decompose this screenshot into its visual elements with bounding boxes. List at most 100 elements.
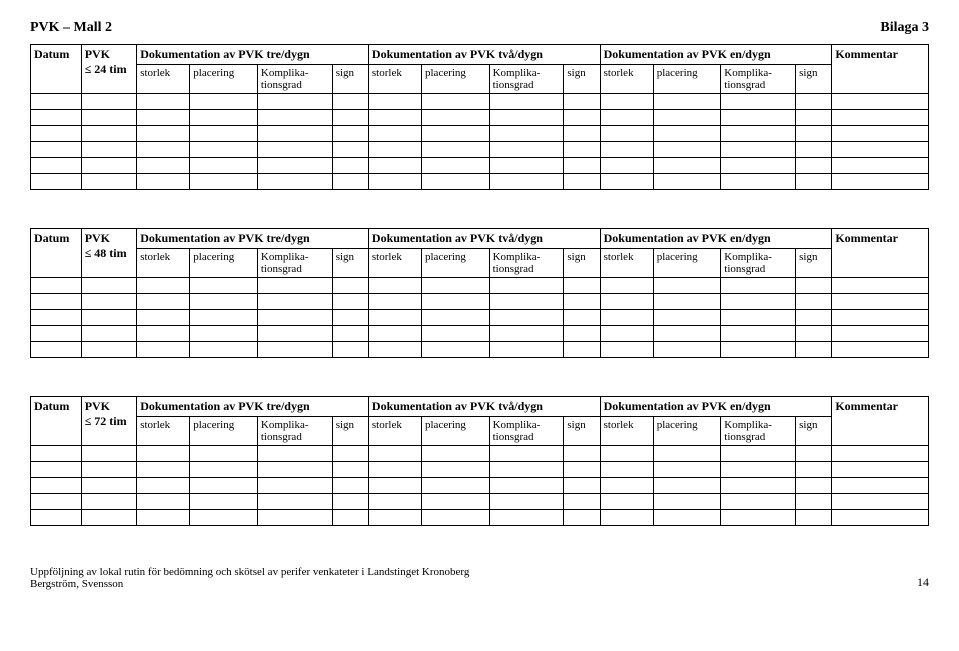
- table-row: [31, 142, 929, 158]
- table-cell: [422, 494, 490, 510]
- table-cell: [332, 462, 368, 478]
- pvk-table: DatumPVK≤ 24 timDokumentation av PVK tre…: [30, 44, 929, 190]
- table-row: [31, 126, 929, 142]
- col-storlek: storlek: [600, 417, 653, 446]
- table-cell: [422, 278, 490, 294]
- table-cell: [721, 110, 796, 126]
- col-sign: sign: [564, 249, 600, 278]
- col-kommentar: Kommentar: [832, 397, 929, 446]
- col-placering: placering: [653, 65, 721, 94]
- table-cell: [137, 294, 190, 310]
- table-cell: [653, 326, 721, 342]
- table-cell: [137, 478, 190, 494]
- table-cell: [31, 494, 82, 510]
- table-cell: [368, 446, 421, 462]
- table-cell: [368, 462, 421, 478]
- table-cell: [796, 278, 832, 294]
- table-row: [31, 294, 929, 310]
- col-komplikation: Komplika-tionsgrad: [721, 65, 796, 94]
- table-cell: [257, 94, 332, 110]
- table-cell: [564, 142, 600, 158]
- table-cell: [489, 510, 564, 526]
- table-cell: [81, 142, 137, 158]
- col-sign: sign: [332, 249, 368, 278]
- table-cell: [796, 446, 832, 462]
- table-cell: [257, 126, 332, 142]
- table-cell: [31, 158, 82, 174]
- table-cell: [190, 462, 258, 478]
- table-cell: [796, 510, 832, 526]
- col-storlek: storlek: [137, 417, 190, 446]
- table-cell: [368, 174, 421, 190]
- table-cell: [422, 462, 490, 478]
- table-row: [31, 462, 929, 478]
- table-cell: [564, 294, 600, 310]
- col-group-en: Dokumentation av PVK en/dygn: [600, 397, 832, 417]
- table-cell: [489, 478, 564, 494]
- table-cell: [31, 94, 82, 110]
- table-cell: [332, 142, 368, 158]
- table-cell: [137, 510, 190, 526]
- table-cell: [721, 158, 796, 174]
- table-cell: [653, 158, 721, 174]
- table-cell: [81, 310, 137, 326]
- table-cell: [422, 510, 490, 526]
- table-cell: [190, 126, 258, 142]
- table-cell: [190, 478, 258, 494]
- table-cell: [832, 278, 929, 294]
- table-cell: [422, 326, 490, 342]
- table-cell: [600, 158, 653, 174]
- table-row: [31, 326, 929, 342]
- table-cell: [190, 158, 258, 174]
- table-cell: [600, 478, 653, 494]
- table-cell: [81, 278, 137, 294]
- col-sign: sign: [796, 65, 832, 94]
- table-cell: [31, 278, 82, 294]
- table-cell: [368, 142, 421, 158]
- table-cell: [81, 478, 137, 494]
- col-storlek: storlek: [368, 249, 421, 278]
- table-cell: [564, 478, 600, 494]
- col-pvk: PVK≤ 48 tim: [81, 229, 137, 278]
- table-cell: [332, 478, 368, 494]
- col-placering: placering: [422, 249, 490, 278]
- table-cell: [564, 494, 600, 510]
- table-cell: [653, 478, 721, 494]
- table-cell: [31, 126, 82, 142]
- table-cell: [257, 510, 332, 526]
- table-cell: [832, 446, 929, 462]
- col-kommentar: Kommentar: [832, 45, 929, 94]
- table-cell: [422, 294, 490, 310]
- table-row: [31, 158, 929, 174]
- table-cell: [31, 310, 82, 326]
- table-cell: [564, 326, 600, 342]
- col-placering: placering: [653, 417, 721, 446]
- table-cell: [137, 326, 190, 342]
- table-cell: [832, 510, 929, 526]
- col-placering: placering: [190, 249, 258, 278]
- table-cell: [489, 462, 564, 478]
- table-cell: [600, 278, 653, 294]
- col-placering: placering: [653, 249, 721, 278]
- table-cell: [600, 142, 653, 158]
- table-cell: [832, 462, 929, 478]
- table-cell: [368, 278, 421, 294]
- table-cell: [81, 326, 137, 342]
- table-cell: [653, 294, 721, 310]
- table-cell: [81, 126, 137, 142]
- table-cell: [31, 110, 82, 126]
- table-cell: [422, 342, 490, 358]
- col-datum: Datum: [31, 229, 82, 278]
- table-cell: [81, 462, 137, 478]
- col-group-tre: Dokumentation av PVK tre/dygn: [137, 229, 369, 249]
- col-storlek: storlek: [600, 249, 653, 278]
- table-cell: [422, 446, 490, 462]
- col-placering: placering: [190, 65, 258, 94]
- col-sign: sign: [564, 65, 600, 94]
- page-footer: Uppföljning av lokal rutin för bedömning…: [30, 566, 929, 590]
- col-sign: sign: [332, 417, 368, 446]
- table-cell: [31, 326, 82, 342]
- table-cell: [721, 510, 796, 526]
- table-cell: [721, 174, 796, 190]
- col-placering: placering: [422, 417, 490, 446]
